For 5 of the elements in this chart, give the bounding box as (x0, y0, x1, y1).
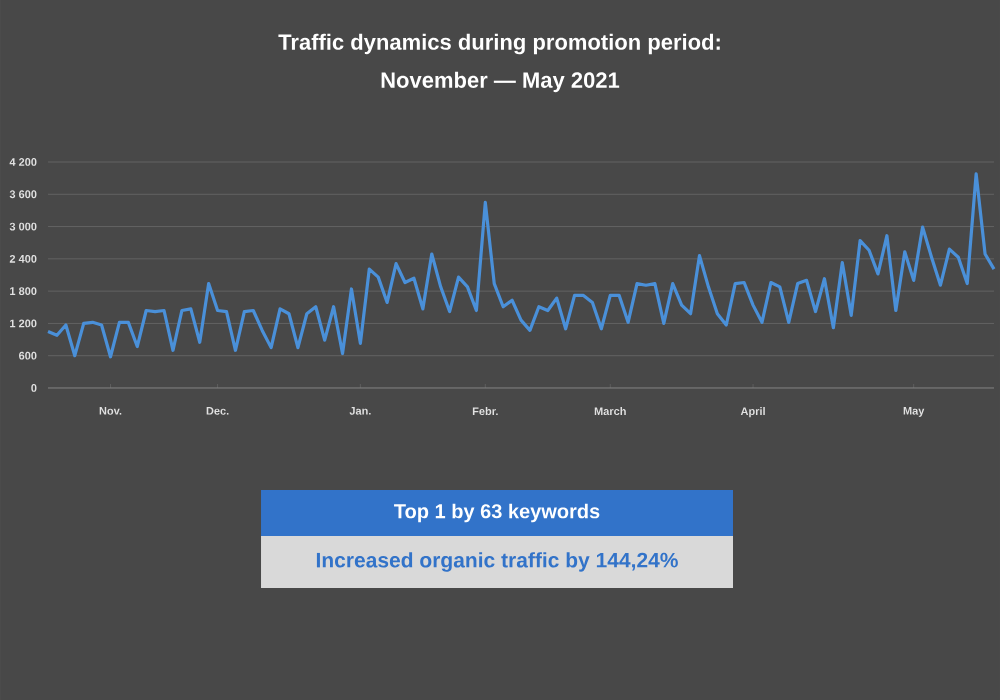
chart-subtitle: November — May 2021 (381, 71, 620, 93)
text: Top 1 by 63 keywords (394, 503, 600, 523)
line-series (46, 172, 996, 359)
text: Increased organic traffic by 144,24% (316, 552, 678, 572)
chart-title: Traffic dynamics during promotion period: (278, 33, 720, 55)
